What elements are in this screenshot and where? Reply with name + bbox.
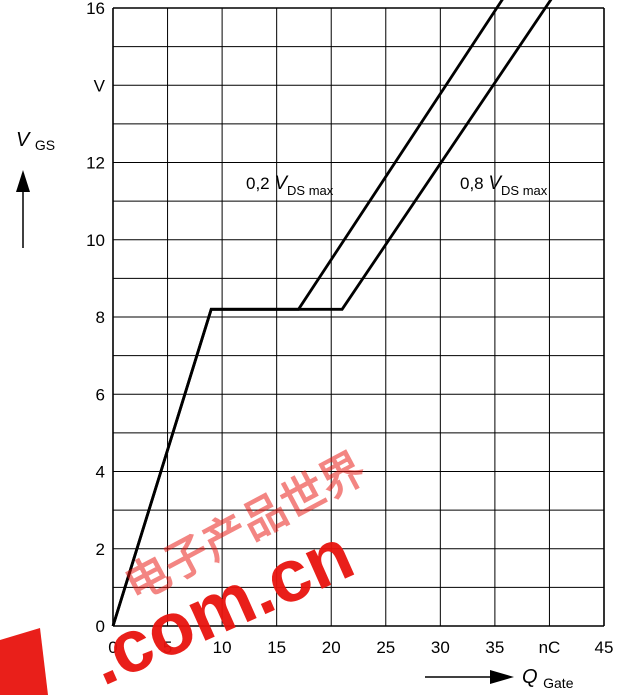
x-unit-label: nC [539,638,561,657]
y-tick-label: 2 [96,540,105,559]
y-tick-label: 12 [86,154,105,173]
y-tick-label: 6 [96,385,105,404]
svg-text:Q Gate: Q Gate [522,666,574,691]
series-label-2: 0,8 VDS max [460,173,548,198]
x-axis-sub: Gate [543,675,574,691]
x-tick-label: 15 [267,638,286,657]
grid [112,7,605,627]
y-unit-label: V [94,76,106,95]
x-tick-label: 25 [376,638,395,657]
x-axis-var: Q [522,666,538,688]
y-tick-label: 4 [96,463,105,482]
series-labels: 0,2 VDS max 0,8 VDS max [246,173,548,198]
series-label-1: 0,2 VDS max [246,173,334,198]
x-tick-labels: 0 5 10 15 20 25 30 35 45 [108,638,613,657]
x-tick-label: 35 [485,638,504,657]
y-axis-label: V GS [16,129,55,248]
x-tick-label: 0 [108,638,117,657]
x-tick-label: 20 [322,638,341,657]
y-tick-label: 8 [96,308,105,327]
series-line-2 [111,0,553,627]
x-axis-label: Q Gate [425,666,574,691]
watermark: 电子产品世界 .com.cn [0,444,373,695]
right-arrow-icon [490,670,514,684]
y-axis-var: V [16,129,31,151]
svg-text:V GS: V GS [16,129,55,153]
watermark-logo-mark [0,628,48,695]
x-tick-label: 5 [163,638,172,657]
x-tick-label: 10 [213,638,232,657]
y-tick-label: 16 [86,0,105,18]
up-arrow-icon [16,170,30,192]
x-tick-label: 45 [595,638,614,657]
y-axis-sub: GS [35,137,55,153]
y-tick-label: 10 [86,231,105,250]
x-tick-label: 30 [431,638,450,657]
series-lines [111,0,553,627]
y-tick-label: 0 [96,617,105,636]
y-tick-labels: 0 2 4 6 8 10 12 16 [86,0,105,636]
